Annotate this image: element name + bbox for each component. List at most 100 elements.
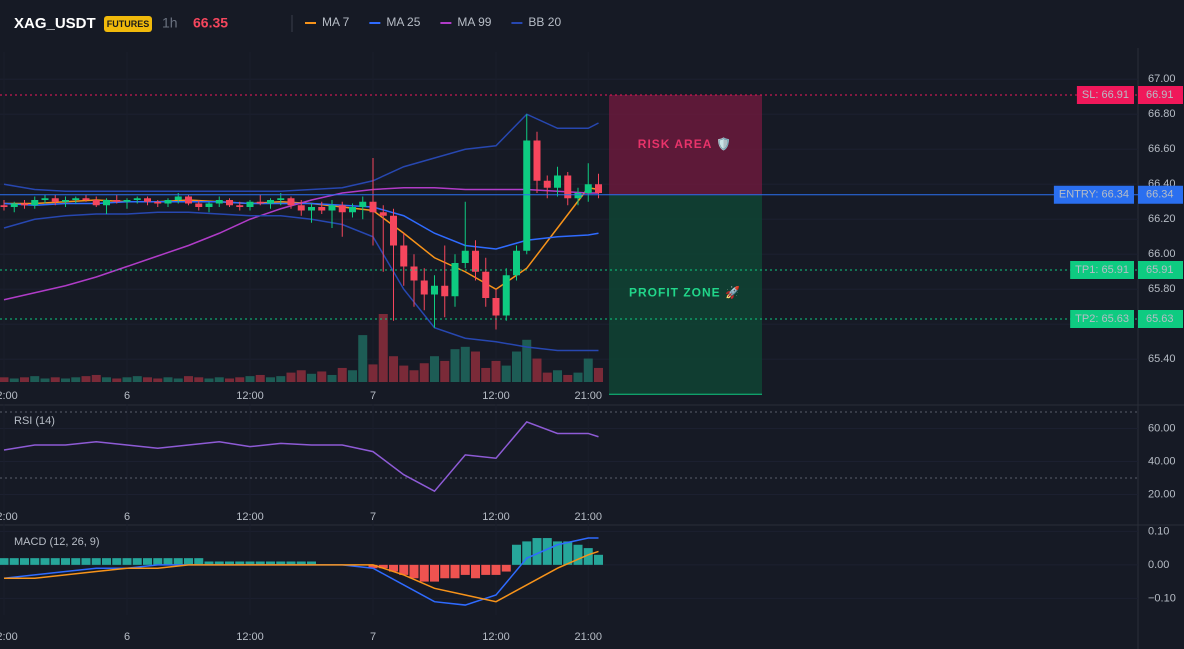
y-tick-label: −0.10 [1148,592,1176,604]
macd-bar [553,541,562,565]
macd-bar [481,564,491,575]
volume-bar [194,377,204,382]
macd-bar [40,558,50,565]
macd-bar [20,558,29,565]
volume-bar [153,378,163,382]
candle-body [451,263,459,297]
level-price-bg [1138,185,1183,204]
y-tick-label: 67.00 [1148,73,1176,85]
volume-bar [481,367,491,382]
candle-body [554,175,561,188]
macd-bar [491,564,501,575]
volume-bar [143,377,152,382]
macd-bar [235,561,245,565]
macd-bar [184,558,193,565]
level-label-bg [1076,86,1134,104]
x-tick-label: 12:00 [0,631,18,643]
volume-bar [307,373,316,382]
macd-bar [532,538,542,565]
candle-body [584,184,592,193]
volume-bar [409,370,419,382]
candle-body [133,198,141,200]
macd-bar [266,561,275,565]
macd-bar [276,561,286,565]
y-tick-label: 65.40 [1148,353,1176,365]
level-label-bg [1070,261,1134,279]
macd-bar [91,558,101,565]
candle-body [369,201,377,213]
volume-bar [173,378,183,382]
candle-body [144,198,151,202]
candle-body [492,298,500,316]
candle-body [297,205,305,211]
volume-bar [512,351,521,382]
macd-bar [594,554,603,565]
legend-label: MA 99 [457,15,491,29]
candle-body [472,250,479,272]
rsi-line [3,421,599,493]
macd-bar [214,561,224,565]
level-price-bg [1138,261,1183,279]
y-tick-label: 20.00 [1148,488,1176,500]
legend-label: MA 7 [322,15,350,29]
macd-bar [9,558,19,565]
candle-body [595,184,602,193]
candle-body [62,200,69,202]
volume-bar [112,378,122,382]
badge-bg [104,16,152,32]
volume-bar [245,376,255,382]
x-tick-label: 21:00 [574,631,602,643]
macd-bar [501,564,511,572]
volume-bar [358,335,368,382]
macd-bar [563,541,573,565]
y-tick-label: 0.10 [1148,525,1169,537]
macd-bar [542,538,552,565]
macd-bar [296,561,306,565]
candle-body [502,275,510,316]
x-tick-label: 12:00 [482,390,510,402]
volume-bar [102,377,111,382]
macd-bar [81,558,91,565]
candle-body [379,212,387,216]
symbol: XAG_USDT [14,15,96,32]
macd-bar [50,558,60,565]
volume-bar [30,376,40,382]
candle-body [31,200,39,206]
ma-line [3,187,599,301]
y-tick-label: 66.60 [1148,143,1176,155]
pane-title: MACD (12, 26, 9) [14,536,100,548]
volume-bar [122,377,132,382]
macd-bar [194,558,204,565]
candle-body [92,200,100,206]
candle-body [574,193,582,199]
volume-bar [225,378,234,382]
volume-bar [378,314,388,382]
volume-bar [317,371,327,382]
x-tick-label: 21:00 [574,511,602,523]
macd-bar [163,558,173,565]
candle-body [564,175,572,199]
candle-body [154,201,162,204]
candle-body [441,285,449,297]
macd-bar [583,548,593,565]
macd-bar [102,558,111,565]
badge: FUTURES [107,19,150,29]
candle-body [533,140,541,181]
macd-bar [245,561,255,565]
candle-body [277,198,285,200]
candle-body [318,207,326,211]
macd-bar [0,558,9,565]
macd-bar [389,564,398,572]
candle-body [420,280,428,295]
volume-bar [522,339,532,382]
level-label-bg [1070,310,1134,328]
candle-body [10,203,18,207]
macd-bar [399,564,409,575]
volume-bar [20,377,29,382]
legend-label: MA 25 [386,15,420,29]
macd-bar [419,564,429,582]
volume-bar [204,378,214,382]
volume-bar [255,374,265,382]
x-tick-label: 12:00 [0,390,18,402]
